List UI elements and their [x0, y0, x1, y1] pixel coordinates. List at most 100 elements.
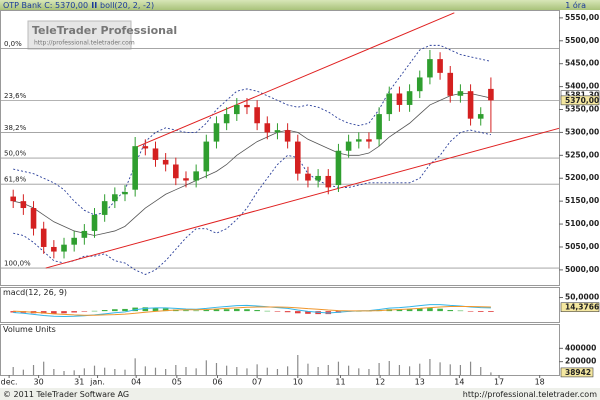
macd-histogram	[234, 308, 240, 312]
volume-bar	[337, 361, 340, 375]
volume-bar	[266, 367, 268, 375]
candle-body	[71, 237, 77, 245]
x-tick-label: 10	[293, 378, 303, 387]
macd-histogram	[40, 311, 47, 314]
fib-label: 100,0%	[4, 260, 31, 268]
x-tick-label: 17	[494, 378, 504, 387]
candle-body	[203, 141, 210, 172]
volume-bar	[226, 365, 228, 375]
candle-body	[355, 139, 362, 142]
candle-body	[396, 93, 403, 105]
candle-body	[51, 246, 57, 252]
x-tick-label: 18	[535, 378, 545, 387]
candle-body	[10, 196, 16, 202]
y-tick-label: 5050,00	[565, 242, 599, 251]
y-tick-label: 50,0000	[565, 293, 599, 302]
signal-line	[13, 305, 491, 316]
volume-bar	[490, 372, 492, 375]
macd-histogram	[10, 311, 16, 313]
volume-bar	[439, 362, 441, 375]
y-tick-label: 200000	[565, 357, 596, 366]
candle-body	[61, 244, 67, 252]
macd-histogram	[457, 310, 464, 312]
indicator: boll(20, 2, -2)	[100, 1, 154, 10]
y-tick-label: 5500,00	[565, 36, 599, 45]
candle-body	[305, 173, 311, 181]
volume-bar	[195, 368, 197, 375]
volume-bar	[459, 365, 462, 375]
candle-body	[152, 148, 159, 160]
interval: 1 óra	[565, 0, 586, 10]
macd-histogram	[112, 309, 118, 312]
candle-body	[284, 130, 291, 142]
macd-histogram	[264, 310, 271, 312]
macd-histogram	[467, 311, 474, 312]
volume-bar	[205, 360, 207, 375]
header-bar	[0, 0, 600, 10]
bollinger-middle	[13, 93, 491, 236]
candle-body	[488, 88, 494, 101]
macd-marker-box	[560, 302, 600, 313]
volume-bar	[22, 369, 24, 375]
bollinger-upper	[13, 44, 492, 216]
macd-marker-label: 14,3766	[565, 303, 599, 312]
volume-bar	[358, 368, 360, 375]
candle-body	[20, 201, 27, 209]
macd-title: macd(12, 26, 9)	[3, 288, 67, 297]
x-tick-label: 04	[131, 378, 141, 387]
candle-body	[437, 59, 443, 73]
footer-bar	[0, 388, 600, 400]
candle-body	[173, 164, 179, 179]
macd-histogram	[122, 308, 128, 312]
candle-body	[234, 104, 240, 115]
volume-bar	[215, 363, 218, 375]
volume-bar	[63, 371, 65, 375]
y-tick-label: 5550,00	[565, 13, 599, 22]
candle-body	[416, 77, 423, 92]
candle-body	[122, 191, 128, 195]
candle-body	[376, 114, 382, 140]
candle-body	[467, 91, 474, 119]
volume-bar	[388, 361, 390, 375]
volume-frame	[0, 324, 560, 376]
volume-marker-label: 38942	[565, 368, 591, 377]
price-marker-box	[560, 95, 600, 106]
macd-histogram	[213, 309, 220, 312]
macd-histogram	[91, 310, 98, 312]
fib-label: 23,6%	[4, 92, 27, 100]
volume-bar	[134, 358, 136, 375]
macd-histogram	[162, 308, 169, 312]
candle-body	[264, 123, 271, 133]
volume-bar	[368, 369, 370, 375]
volume-bar	[236, 367, 238, 375]
macd-histogram	[203, 310, 210, 312]
candle-body	[254, 107, 260, 124]
volume-bar	[378, 363, 380, 375]
x-tick-label: 11	[335, 378, 345, 387]
y-tick-label: 5450,00	[565, 59, 599, 68]
y-tick-label: 400000	[565, 343, 596, 352]
fib-label: 0,0%	[4, 40, 22, 48]
candle-body	[325, 175, 332, 188]
macd-histogram	[447, 310, 454, 312]
y-tick-label: 5250,00	[565, 150, 599, 159]
candle-body	[274, 130, 281, 133]
volume-bar	[449, 364, 451, 375]
separator	[95, 2, 97, 8]
candle-body	[101, 201, 108, 215]
logo-box	[27, 20, 132, 50]
x-tick-label: 07	[252, 378, 262, 387]
macd-histogram	[477, 311, 484, 312]
macd-histogram	[355, 311, 362, 312]
candle-body	[427, 59, 433, 78]
x-tick-label: jan.	[89, 378, 105, 387]
macd-histogram	[284, 311, 291, 313]
macd-histogram	[71, 311, 77, 313]
macd-histogram	[406, 308, 413, 312]
candle-body	[30, 208, 37, 229]
volume-bar	[256, 364, 258, 375]
candle-body	[91, 214, 98, 231]
instrument: OTP Bank C: 5370,00	[3, 1, 88, 10]
candle-body	[457, 91, 464, 96]
